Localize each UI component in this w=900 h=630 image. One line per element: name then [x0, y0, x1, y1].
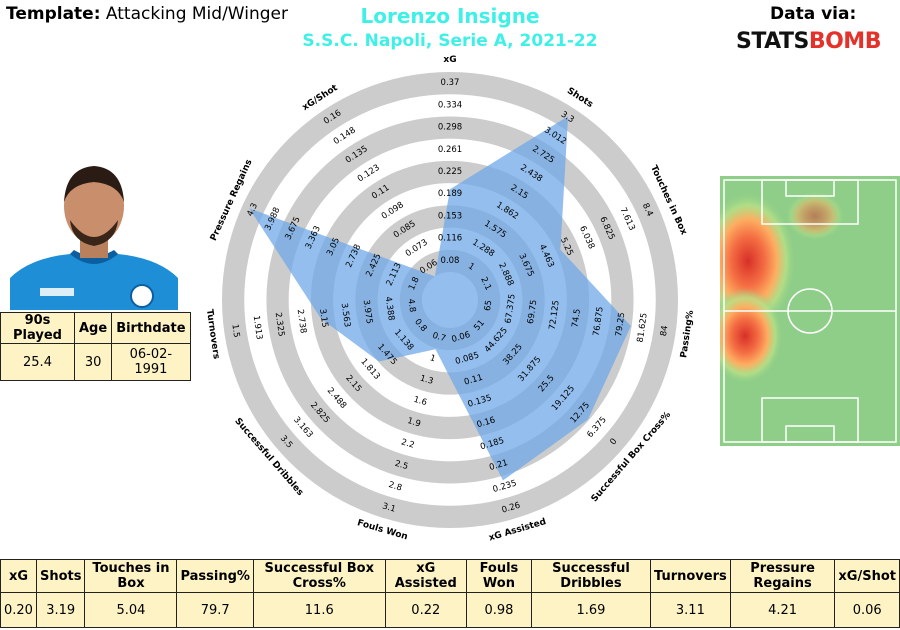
template-label: Template: Attacking Mid/Winger	[6, 4, 288, 24]
stats-header: xG Assisted	[384, 559, 467, 593]
radar-tick-label: 0.37	[441, 78, 460, 88]
radar-tick-label: 67.375	[504, 293, 518, 324]
radar-tick-label: 1	[466, 261, 476, 272]
radar-tick-label: 0.116	[438, 234, 462, 244]
stats-value: 0.06	[834, 592, 900, 628]
radar-tick-label: 1	[429, 353, 437, 364]
radar-tick-label: 0.7	[431, 331, 447, 344]
statsbomb-logo: STATSBOMB	[736, 29, 881, 54]
radar-tick-label: 74.5	[570, 308, 583, 328]
stats-value: 1.69	[530, 592, 652, 628]
stats-value: 4.21	[729, 592, 836, 628]
radar-tick-label: 1.9	[406, 416, 422, 429]
stats-header: xG	[0, 559, 37, 593]
radar-axis-label: Turnovers	[204, 309, 221, 360]
touch-heatmap	[720, 176, 900, 446]
stats-value: 3.11	[650, 592, 731, 628]
radar-tick-label: 0.334	[438, 100, 462, 110]
radar-tick-label: 79.25	[614, 312, 627, 338]
radar-tick-label: 1.5	[229, 323, 241, 338]
radar-tick-label: 1.3	[419, 373, 435, 386]
radar-tick-label: 7.613	[618, 206, 637, 232]
stats-header: Passing%	[176, 559, 254, 593]
stats-value: 11.6	[252, 592, 386, 628]
radar-tick-label: 72.125	[548, 300, 562, 331]
radar-tick-label: 0.153	[438, 211, 462, 221]
stats-value: 0.98	[465, 592, 532, 628]
radar-chart: 0.08 0.116 0.153 0.189 0.225 0.261 0.298 0.334 0…	[204, 55, 696, 543]
template-value: Attacking Mid/Winger	[105, 4, 288, 24]
stats-value: 3.19	[35, 592, 86, 628]
radar-tick-label: 1.913	[251, 315, 264, 341]
radar-tick-label: 2.325	[273, 312, 286, 338]
radar-tick-label: 3.15	[317, 308, 330, 328]
logo-part-bomb: BOMB	[808, 29, 882, 54]
stats-header: Fouls Won	[465, 559, 532, 593]
radar-tick-label: 65	[483, 300, 494, 312]
player-name: Lorenzo Insigne	[360, 4, 540, 28]
data-via-label: Data via:	[770, 4, 857, 24]
radar-axis-label: Passing%	[679, 310, 696, 359]
stats-value: 0.20	[0, 592, 37, 628]
stats-header: Successful Dribbles	[530, 559, 652, 593]
pinfo-value: 30	[73, 343, 113, 381]
radar-tick-label: 0.235	[492, 479, 518, 495]
pinfo-header: 90s Played	[0, 312, 75, 344]
radar-tick-label: 0.298	[438, 123, 462, 133]
radar-tick-label: 6.038	[577, 224, 596, 250]
stats-table: xG Shots Touches in Box Passing% Successful …	[0, 559, 900, 628]
pinfo-header: Birthdate	[111, 312, 191, 344]
stats-value: 0.22	[384, 592, 467, 628]
radar-tick-label: 3.975	[361, 299, 374, 325]
radar-tick-label: 2.8	[387, 480, 403, 493]
pinfo-header: Age	[73, 312, 113, 344]
stats-header: Touches in Box	[84, 559, 178, 593]
stats-header: Shots	[35, 559, 86, 593]
radar-tick-label: 2.5	[393, 459, 409, 472]
radar-tick-label: 0.08	[441, 256, 460, 266]
stats-header: xG/Shot	[834, 559, 900, 593]
radar-polygon	[249, 116, 631, 481]
radar-tick-label: 3.563	[339, 302, 352, 328]
chart-subtitle: S.S.C. Napoli, Serie A, 2021-22	[302, 31, 598, 51]
radar-tick-label: 76.875	[592, 306, 606, 337]
stats-header: Turnovers	[650, 559, 731, 593]
logo-part-stats: STATS	[736, 29, 809, 54]
stats-value: 79.7	[176, 592, 254, 628]
radar-tick-label: 2.738	[295, 309, 308, 335]
radar-axis-label: xG	[443, 55, 456, 65]
radar-tick-label: 4.388	[383, 296, 396, 322]
player-photo	[10, 150, 178, 310]
stats-value: 5.04	[84, 592, 178, 628]
radar-tick-label: 3.1	[381, 501, 397, 514]
template-key: Template:	[6, 4, 101, 24]
player-info-table: 90s Played Age Birthdate 25.4 30 06-02-1…	[0, 312, 191, 381]
pinfo-value: 25.4	[0, 343, 75, 381]
radar-tick-label: 0.261	[438, 145, 462, 155]
pinfo-value: 06-02-1991	[111, 343, 191, 381]
radar-tick-label: 0.189	[438, 189, 462, 199]
radar-tick-label: 0.225	[438, 167, 462, 177]
radar-tick-label: 69.75	[526, 299, 539, 325]
stats-header: Pressure Regains	[729, 559, 836, 593]
radar-tick-label: 81.625	[636, 312, 650, 343]
radar-tick-label: 84	[659, 325, 670, 337]
radar-tick-label: 2.2	[400, 437, 416, 450]
stats-header: Successful Box Cross%	[252, 559, 386, 593]
radar-tick-label: 1.6	[412, 395, 428, 408]
radar-tick-label: 0	[608, 437, 619, 448]
radar-tick-label: 4.8	[405, 298, 417, 313]
